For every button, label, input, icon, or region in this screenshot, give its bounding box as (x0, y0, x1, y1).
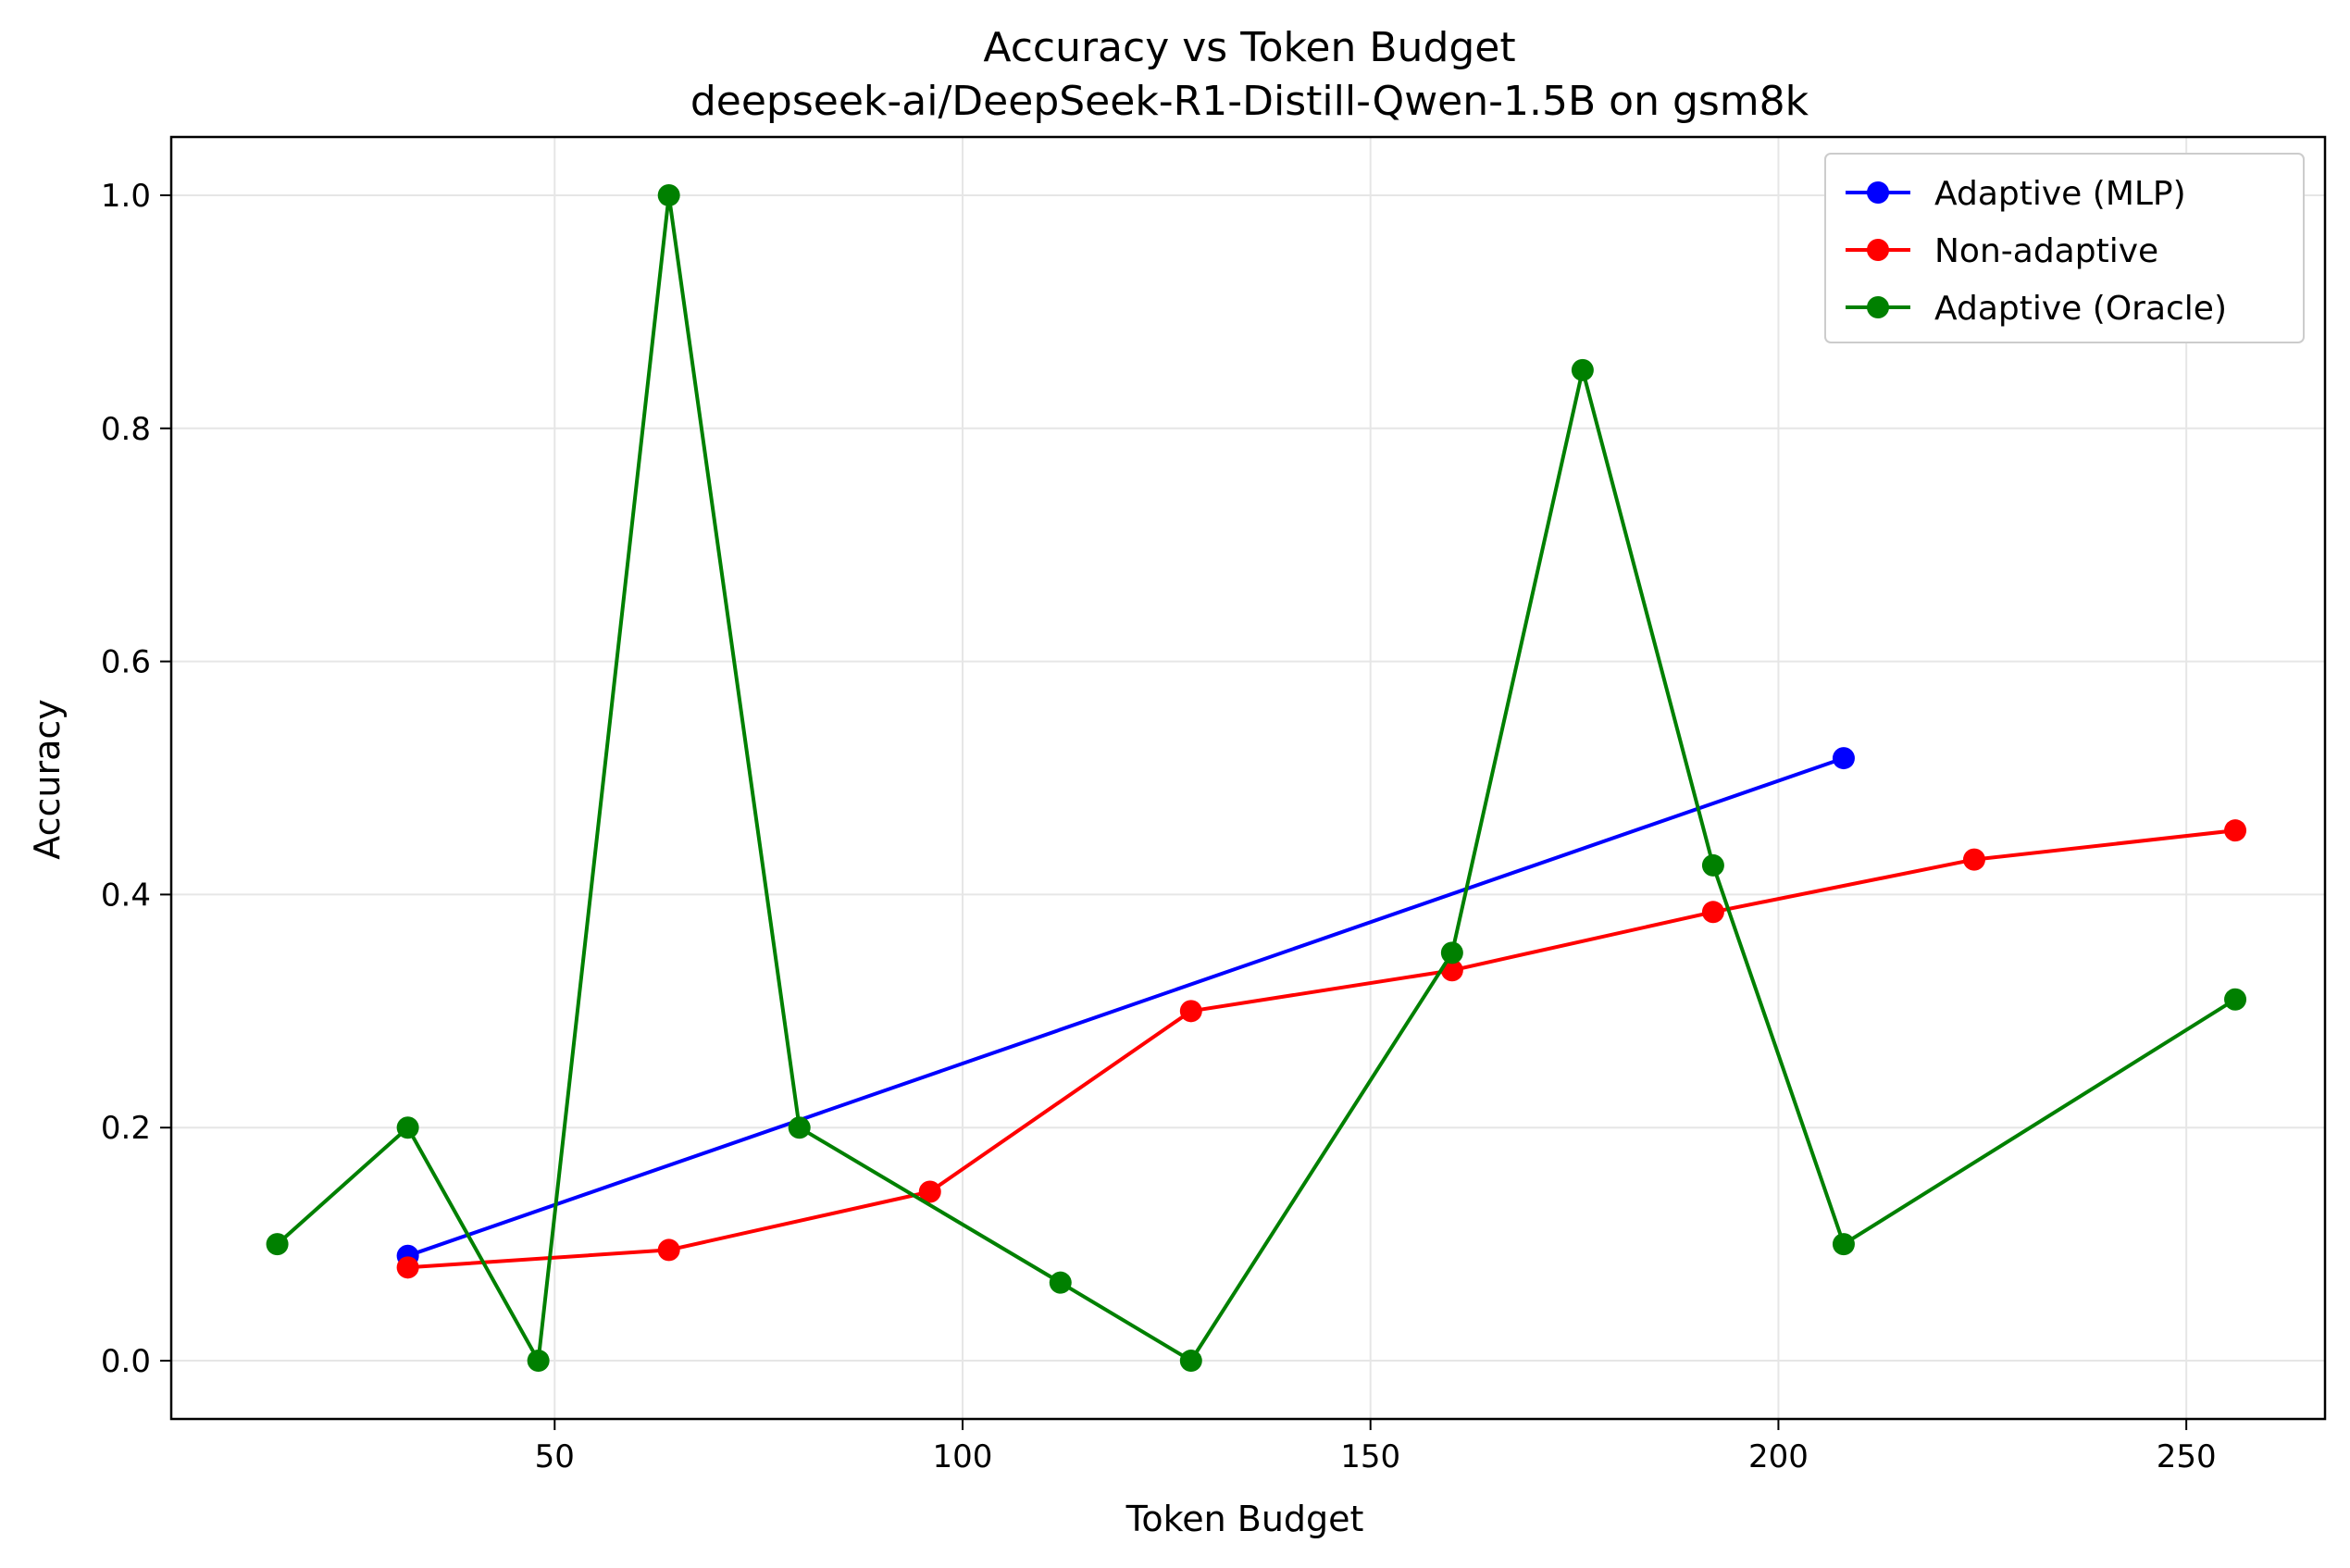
axis-ticks: 50 100 150 200 250 0.0 0.2 0.4 0.6 0.8 1.0 (101, 178, 2217, 1475)
data-point-adaptive-oracle (1179, 1350, 1202, 1373)
x-tick-label: 200 (1748, 1438, 1809, 1475)
legend-marker-adaptive-mlp (1867, 181, 1889, 204)
data-point-adaptive-oracle (527, 1350, 550, 1373)
data-point-adaptive-oracle (1571, 358, 1594, 381)
data-point-adaptive-oracle (1049, 1271, 1072, 1294)
data-point-non-adaptive (1701, 901, 1724, 924)
legend-marker-adaptive-oracle (1867, 296, 1889, 318)
chart-title: Accuracy vs Token Budget (983, 24, 1515, 71)
data-point-adaptive-oracle (657, 183, 680, 206)
legend-label-adaptive-oracle: Adaptive (Oracle) (1934, 290, 2227, 328)
series-line-non-adaptive (407, 828, 2236, 1270)
plot-area-frame (169, 135, 2327, 1421)
x-tick-label: 250 (2157, 1438, 2217, 1475)
legend-label-non-adaptive: Non-adaptive (1934, 232, 2158, 270)
series-line-adaptive-mlp (406, 756, 1845, 1258)
y-tick-label: 0.4 (101, 877, 151, 914)
chart-subtitle: deepseek-ai/DeepSeek-R1-Distill-Qwen-1.5… (690, 78, 1809, 125)
data-point-adaptive-mlp (1832, 747, 1855, 770)
series-group (266, 183, 2247, 1373)
y-tick-label: 0.0 (101, 1343, 151, 1380)
legend-box (1824, 153, 2305, 343)
legend-label-adaptive-mlp: Adaptive (MLP) (1934, 175, 2186, 213)
data-point-adaptive-oracle (788, 1116, 811, 1139)
y-tick-label: 1.0 (101, 178, 151, 215)
x-axis-label: Token Budget (1125, 1499, 1364, 1539)
data-point-non-adaptive (1962, 848, 1985, 871)
x-tick-label: 150 (1340, 1438, 1400, 1475)
x-tick-label: 50 (535, 1438, 575, 1475)
data-point-adaptive-oracle (1832, 1233, 1855, 1256)
data-point-adaptive-oracle (266, 1233, 289, 1256)
data-point-non-adaptive (918, 1180, 941, 1203)
y-axis-label: Accuracy (27, 699, 68, 860)
data-point-non-adaptive (1179, 1000, 1202, 1023)
data-point-non-adaptive (2224, 819, 2247, 842)
data-point-adaptive-oracle (1701, 853, 1724, 877)
x-tick-label: 100 (933, 1438, 993, 1475)
series-adaptive-oracle (266, 183, 2247, 1373)
y-tick-label: 0.8 (101, 411, 151, 448)
data-point-adaptive-oracle (1440, 941, 1463, 964)
series-non-adaptive (396, 819, 2247, 1279)
legend-marker-non-adaptive (1867, 239, 1889, 261)
data-point-non-adaptive (657, 1238, 680, 1262)
data-point-non-adaptive (396, 1256, 419, 1279)
y-tick-label: 0.2 (101, 1110, 151, 1147)
data-point-adaptive-oracle (396, 1116, 419, 1139)
data-point-adaptive-oracle (2224, 988, 2247, 1011)
y-tick-label: 0.6 (101, 644, 151, 681)
legend: Adaptive (MLP) Non-adaptive Adaptive (Orac… (1824, 153, 2305, 343)
series-line-adaptive-oracle (276, 193, 2237, 1363)
